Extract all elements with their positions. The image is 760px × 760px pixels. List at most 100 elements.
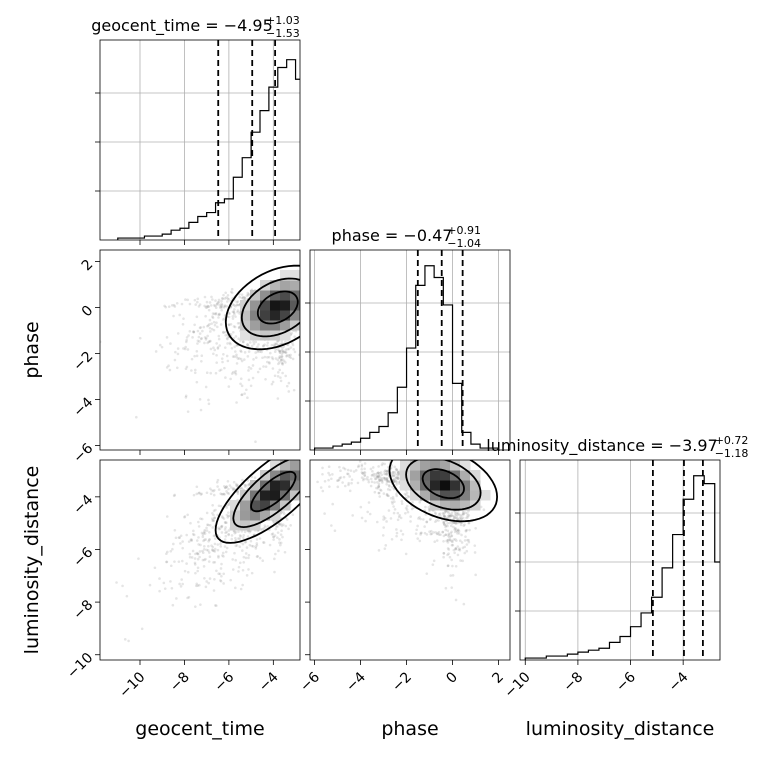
joint-geocent_time-vs-luminosity_distance-sample-point bbox=[198, 583, 201, 587]
joint-phase-vs-luminosity_distance-sample-point bbox=[377, 549, 381, 552]
marginal-luminosity_distance-xtick-label: −4 bbox=[666, 669, 692, 695]
joint-phase-vs-luminosity_distance-sample-point bbox=[363, 474, 367, 477]
joint-phase-vs-luminosity_distance-density-cell bbox=[470, 470, 481, 481]
joint-phase-vs-luminosity_distance-density-cell bbox=[450, 490, 461, 501]
joint-geocent_time-vs-phase-sample-point bbox=[246, 291, 250, 295]
joint-phase-vs-luminosity_distance-sample-point bbox=[396, 473, 400, 476]
joint-phase-vs-luminosity_distance-sample-point bbox=[385, 480, 389, 483]
joint-geocent_time-vs-luminosity_distance-sample-point bbox=[197, 525, 201, 528]
joint-geocent_time-vs-luminosity_distance-sample-point bbox=[221, 551, 225, 555]
joint-phase-vs-luminosity_distance-sample-point bbox=[457, 529, 461, 533]
joint-phase-vs-luminosity_distance-sample-point bbox=[380, 463, 384, 467]
joint-phase-vs-luminosity_distance-sample-point bbox=[410, 507, 414, 511]
joint-geocent_time-vs-luminosity_distance-sample-point bbox=[302, 467, 305, 470]
joint-phase-vs-luminosity_distance-sample-point bbox=[376, 471, 380, 475]
joint-geocent_time-vs-phase-sample-point bbox=[184, 396, 188, 399]
joint-geocent_time-vs-phase-sample-point bbox=[193, 354, 196, 358]
joint-geocent_time-vs-luminosity_distance-sample-point bbox=[185, 533, 188, 537]
joint-geocent_time-vs-luminosity_distance-sample-point bbox=[231, 568, 235, 571]
joint-geocent_time-vs-luminosity_distance-sample-point bbox=[198, 555, 201, 559]
joint-geocent_time-vs-phase-sample-point bbox=[304, 297, 307, 300]
joint-geocent_time-vs-luminosity_distance-sample-point bbox=[225, 546, 229, 550]
joint-phase-vs-luminosity_distance-sample-point bbox=[336, 479, 339, 482]
joint-phase-vs-luminosity_distance-sample-point bbox=[463, 523, 466, 526]
joint-geocent_time-vs-luminosity_distance-sample-point bbox=[234, 536, 237, 540]
joint-geocent_time-vs-phase-sample-point bbox=[249, 367, 253, 370]
joint-geocent_time-vs-phase-sample-point bbox=[231, 355, 235, 358]
joint-geocent_time-vs-phase-sample-point bbox=[262, 365, 265, 368]
joint-geocent_time-vs-phase-sample-point bbox=[268, 362, 271, 365]
joint-phase-vs-luminosity_distance-sample-point bbox=[385, 469, 389, 473]
joint-geocent_time-vs-phase-sample-point bbox=[211, 298, 214, 301]
joint-geocent_time-vs-luminosity_distance-sample-point bbox=[222, 582, 225, 585]
joint-phase-vs-luminosity_distance-sample-point bbox=[351, 514, 354, 517]
joint-geocent_time-vs-luminosity_distance-sample-point bbox=[273, 557, 276, 561]
joint-geocent_time-vs-luminosity_distance-xtick-label: −4 bbox=[256, 669, 282, 695]
joint-phase-vs-luminosity_distance-sample-point bbox=[389, 517, 393, 520]
joint-phase-vs-luminosity_distance-sample-point bbox=[448, 513, 452, 516]
joint-phase-vs-luminosity_distance-sample-point bbox=[447, 514, 450, 518]
joint-geocent_time-vs-luminosity_distance-sample-point bbox=[208, 531, 211, 534]
joint-phase-vs-luminosity_distance-sample-point bbox=[319, 486, 323, 489]
joint-geocent_time-vs-luminosity_distance-sample-point bbox=[219, 579, 222, 582]
joint-phase-vs-luminosity_distance-sample-point bbox=[409, 515, 412, 518]
joint-geocent_time-vs-luminosity_distance-sample-point bbox=[242, 555, 246, 559]
joint-geocent_time-vs-luminosity_distance-contour-2 bbox=[232, 460, 300, 529]
joint-phase-vs-luminosity_distance-sample-point bbox=[327, 478, 330, 482]
joint-geocent_time-vs-phase-density-cell bbox=[280, 270, 291, 281]
joint-phase-vs-luminosity_distance-xtick-label: 2 bbox=[489, 669, 507, 687]
joint-geocent_time-vs-luminosity_distance-sample-point bbox=[312, 462, 315, 465]
joint-geocent_time-vs-phase-sample-point bbox=[209, 330, 212, 333]
joint-geocent_time-vs-luminosity_distance-sample-point bbox=[196, 566, 200, 570]
joint-phase-vs-luminosity_distance-sample-point bbox=[446, 553, 449, 557]
joint-geocent_time-vs-luminosity_distance-sample-point bbox=[166, 550, 169, 554]
joint-geocent_time-vs-phase-sample-point bbox=[300, 301, 303, 304]
joint-geocent_time-vs-phase-sample-point bbox=[241, 340, 245, 344]
joint-phase-vs-luminosity_distance-sample-point bbox=[447, 538, 450, 542]
joint-phase-vs-luminosity_distance-density-cell bbox=[440, 490, 451, 501]
joint-phase-vs-luminosity_distance-sample-point bbox=[442, 555, 445, 559]
joint-geocent_time-vs-luminosity_distance-sample-point bbox=[209, 492, 213, 496]
joint-phase-vs-luminosity_distance-sample-point bbox=[381, 534, 385, 537]
joint-phase-vs-luminosity_distance-sample-point bbox=[456, 530, 459, 533]
joint-geocent_time-vs-phase-sample-point bbox=[234, 372, 238, 376]
joint-geocent_time-vs-luminosity_distance-sample-point bbox=[304, 465, 307, 468]
joint-phase-vs-luminosity_distance-sample-point bbox=[449, 574, 453, 577]
joint-geocent_time-vs-luminosity_distance-sample-point bbox=[280, 524, 284, 528]
joint-phase-vs-luminosity_distance-sample-point bbox=[398, 514, 401, 517]
joint-geocent_time-vs-phase-sample-point bbox=[276, 374, 280, 378]
joint-geocent_time-vs-phase-sample-point bbox=[284, 374, 287, 378]
joint-geocent_time-vs-luminosity_distance-sample-point bbox=[202, 539, 205, 543]
joint-geocent_time-vs-phase-sample-point bbox=[216, 347, 220, 350]
joint-geocent_time-vs-luminosity_distance-sample-point bbox=[225, 490, 228, 493]
joint-phase-vs-luminosity_distance-sample-point bbox=[396, 476, 400, 480]
joint-geocent_time-vs-luminosity_distance-sample-point bbox=[227, 529, 231, 532]
joint-geocent_time-vs-phase-sample-point bbox=[239, 377, 243, 380]
joint-geocent_time-vs-phase-sample-point bbox=[217, 334, 221, 338]
marginal-luminosity_distance-xtick-label: −10 bbox=[502, 669, 534, 701]
joint-geocent_time-vs-luminosity_distance-sample-point bbox=[195, 551, 199, 555]
joint-phase-vs-luminosity_distance-sample-point bbox=[391, 471, 395, 474]
joint-phase-vs-luminosity_distance-sample-point bbox=[363, 467, 366, 471]
joint-geocent_time-vs-phase-sample-point bbox=[285, 354, 288, 358]
joint-phase-vs-luminosity_distance-sample-point bbox=[428, 518, 432, 521]
joint-geocent_time-vs-phase-sample-point bbox=[196, 339, 200, 343]
joint-geocent_time-vs-phase-sample-point bbox=[292, 348, 296, 351]
joint-geocent_time-vs-luminosity_distance-sample-point bbox=[253, 476, 257, 479]
joint-geocent_time-vs-luminosity_distance-sample-point bbox=[246, 483, 250, 487]
joint-geocent_time-vs-phase-sample-point bbox=[202, 325, 206, 329]
joint-geocent_time-vs-luminosity_distance-sample-point bbox=[202, 545, 206, 548]
joint-geocent_time-vs-phase-sample-point bbox=[274, 347, 277, 351]
joint-geocent_time-vs-luminosity_distance-sample-point bbox=[216, 485, 219, 488]
joint-phase-vs-luminosity_distance-sample-point bbox=[390, 485, 394, 489]
joint-phase-vs-luminosity_distance-sample-point bbox=[392, 511, 396, 515]
joint-phase-vs-luminosity_distance-sample-point bbox=[452, 525, 455, 529]
joint-geocent_time-vs-luminosity_distance-sample-point bbox=[285, 518, 289, 521]
joint-geocent_time-vs-luminosity_distance-sample-point bbox=[174, 536, 178, 540]
joint-geocent_time-vs-luminosity_distance-sample-point bbox=[233, 529, 236, 533]
joint-phase-vs-luminosity_distance-sample-point bbox=[441, 530, 444, 534]
joint-phase-vs-luminosity_distance-density-cell bbox=[400, 480, 411, 491]
marginal-luminosity_distance-title-upper-error: +0.72 bbox=[715, 434, 749, 447]
joint-phase-vs-luminosity_distance-sample-point bbox=[383, 476, 387, 480]
joint-phase-vs-luminosity_distance-sample-point bbox=[350, 481, 353, 485]
